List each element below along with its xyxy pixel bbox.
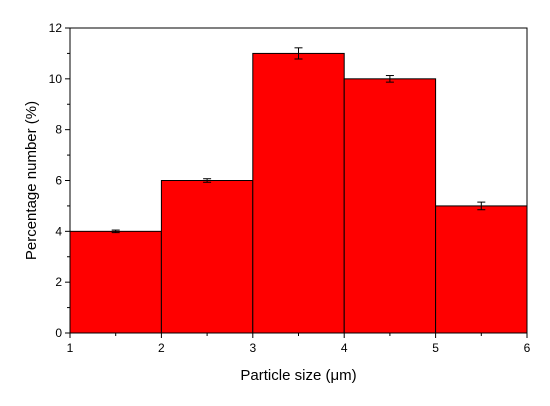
bar <box>160 180 254 334</box>
x-tick-label: 5 <box>432 341 439 355</box>
x-tick-label: 4 <box>341 341 348 355</box>
bars <box>69 52 528 334</box>
x-tick-label: 3 <box>249 341 256 355</box>
x-axis-label: Particle size (μm) <box>240 367 356 384</box>
bar <box>69 230 162 334</box>
y-axis-label: Percentage number (%) <box>23 101 40 260</box>
y-tick-label: 2 <box>55 275 62 289</box>
bar <box>435 205 528 334</box>
error-bar <box>477 201 486 211</box>
y-tick-label: 12 <box>49 21 63 35</box>
x-tick-label: 2 <box>158 341 165 355</box>
bar <box>252 52 345 334</box>
error-bar <box>203 178 212 183</box>
y-tick-label: 6 <box>55 174 62 188</box>
y-tick-label: 8 <box>55 123 62 137</box>
error-bar <box>111 229 120 234</box>
error-bars <box>111 47 486 234</box>
y-tick-label: 10 <box>49 72 63 86</box>
y-tick-label: 4 <box>55 224 62 238</box>
x-tick-label: 1 <box>67 341 74 355</box>
x-axis-ticks: 1 2 3 4 5 6 <box>67 333 531 355</box>
y-tick-label: 0 <box>55 326 62 340</box>
x-tick-label: 6 <box>524 341 531 355</box>
error-bar <box>385 75 394 83</box>
error-bar <box>294 47 303 60</box>
y-axis-ticks: 0 2 4 6 8 10 12 <box>49 21 70 340</box>
bar <box>343 78 437 334</box>
